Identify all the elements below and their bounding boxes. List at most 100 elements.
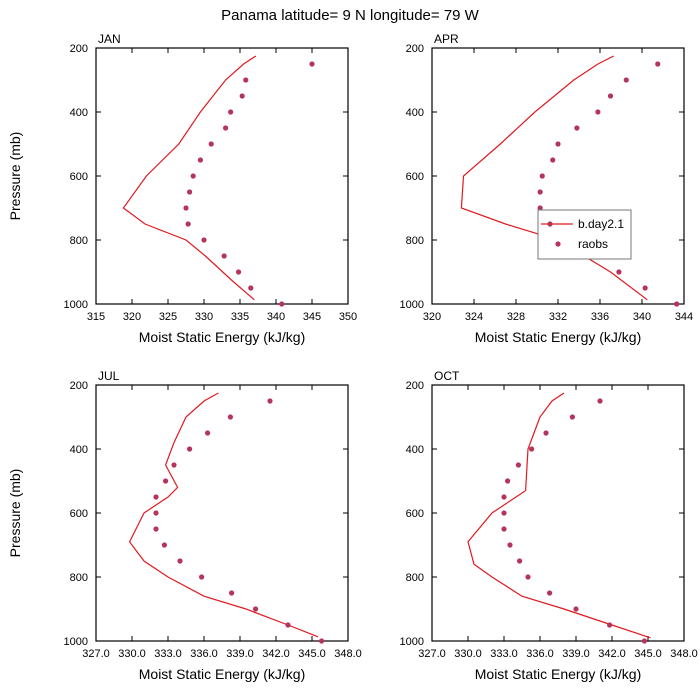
y-tick-label-jul: 600 bbox=[70, 508, 88, 520]
x-tick-label-jan: 320 bbox=[123, 311, 141, 323]
obs-point-jul bbox=[267, 398, 273, 404]
legend-box bbox=[537, 209, 632, 260]
obs-point-jan bbox=[221, 253, 227, 259]
legend: b.day2.1 raobs bbox=[537, 209, 632, 260]
obs-point-jul bbox=[153, 526, 159, 532]
obs-point-oct bbox=[529, 446, 535, 452]
obs-point-apr bbox=[574, 125, 580, 131]
y-tick-label-jul: 200 bbox=[70, 380, 88, 392]
obs-point-apr bbox=[595, 109, 601, 115]
obs-point-oct bbox=[525, 574, 531, 580]
x-tick-label-apr: 324 bbox=[465, 311, 483, 323]
x-tick-label-oct: 345.0 bbox=[634, 648, 662, 660]
panel-jan: JAN 315 320 325 330 335 340 345 350 200 400 600 800 1… bbox=[7, 32, 357, 345]
obs-point-apr bbox=[674, 301, 680, 307]
x-tick-label-oct: 330.0 bbox=[454, 648, 482, 660]
obs-point-jan bbox=[223, 125, 229, 131]
x-tick-label-jul: 333.0 bbox=[154, 648, 182, 660]
y-tick-label-apr: 200 bbox=[406, 43, 424, 55]
x-axis-label-jan: Moist Static Energy (kJ/kg) bbox=[139, 329, 306, 345]
obs-point-jan bbox=[239, 93, 245, 99]
y-axis-label-jan: Pressure (mb) bbox=[7, 132, 23, 221]
x-tick-label-apr: 332 bbox=[549, 311, 567, 323]
obs-point-jan bbox=[309, 61, 315, 67]
x-tick-label-jul: 327.0 bbox=[82, 648, 110, 660]
legend-obs-marker bbox=[555, 241, 561, 247]
x-tick-label-jul: 330.0 bbox=[118, 648, 146, 660]
y-tick-label-oct: 1000 bbox=[400, 636, 424, 648]
x-tick-label-apr: 340 bbox=[633, 311, 651, 323]
x-tick-label-oct: 348.0 bbox=[670, 648, 698, 660]
obs-point-jan bbox=[228, 109, 234, 115]
y-tick-label-jul: 800 bbox=[70, 572, 88, 584]
obs-point-jul bbox=[205, 430, 211, 436]
obs-point-apr bbox=[555, 141, 561, 147]
obs-point-oct bbox=[507, 542, 513, 548]
x-tick-label-oct: 342.0 bbox=[598, 648, 626, 660]
obs-point-jul bbox=[187, 446, 193, 452]
obs-point-jul bbox=[227, 414, 233, 420]
panel-title-apr: APR bbox=[434, 32, 459, 46]
obs-point-oct bbox=[517, 558, 523, 564]
y-tick-label-apr: 1000 bbox=[400, 299, 424, 311]
model-line-oct bbox=[467, 392, 651, 639]
panel-jul: JUL 327.0 330.0 333.0 336.0 339.0 342.0 345.0 34… bbox=[7, 369, 362, 682]
x-tick-label-jan: 325 bbox=[159, 311, 177, 323]
figure-title: Panama latitude= 9 N longitude= 79 W bbox=[221, 7, 480, 24]
obs-point-apr bbox=[537, 189, 543, 195]
x-tick-label-jan: 315 bbox=[87, 311, 105, 323]
model-line-apr bbox=[460, 55, 648, 301]
x-tick-label-apr: 344 bbox=[675, 311, 693, 323]
plot-frame-jan bbox=[95, 47, 349, 305]
x-tick-label-jul: 345.0 bbox=[298, 648, 326, 660]
model-line-jul bbox=[128, 392, 319, 638]
obs-point-oct bbox=[573, 606, 579, 612]
obs-point-jul bbox=[153, 510, 159, 516]
obs-point-oct bbox=[515, 462, 522, 468]
y-tick-label-apr: 400 bbox=[406, 107, 424, 119]
x-tick-label-apr: 328 bbox=[507, 311, 525, 323]
panel-oct: OCT 327.0 330.0 333.0 336.0 339.0 342.0 345.0 34… bbox=[400, 369, 698, 682]
obs-point-jan bbox=[197, 157, 203, 163]
obs-point-jul bbox=[171, 462, 177, 468]
obs-point-jan bbox=[187, 189, 193, 195]
y-tick-label-oct: 800 bbox=[406, 572, 424, 584]
x-tick-label-oct: 333.0 bbox=[490, 648, 518, 660]
obs-point-apr bbox=[537, 205, 543, 211]
obs-point-jul bbox=[285, 622, 291, 628]
obs-point-jan bbox=[190, 173, 196, 179]
obs-point-jul bbox=[177, 558, 183, 564]
x-tick-label-jan: 335 bbox=[231, 311, 249, 323]
x-tick-label-jan: 340 bbox=[267, 311, 285, 323]
panel-title-oct: OCT bbox=[434, 369, 460, 383]
x-tick-label-apr: 320 bbox=[423, 311, 441, 323]
y-tick-label-oct: 200 bbox=[406, 380, 424, 392]
y-tick-label-jan: 800 bbox=[70, 235, 88, 247]
x-tick-label-jul: 348.0 bbox=[334, 648, 362, 660]
x-tick-label-oct: 327.0 bbox=[418, 648, 446, 660]
obs-point-jan bbox=[248, 285, 254, 291]
model-line-jan bbox=[122, 55, 257, 301]
x-tick-label-apr: 336 bbox=[591, 311, 609, 323]
plot-frame-jul bbox=[95, 384, 349, 642]
obs-point-oct bbox=[505, 478, 511, 484]
obs-point-jan bbox=[201, 237, 207, 243]
obs-point-jul bbox=[161, 542, 167, 548]
obs-point-oct bbox=[547, 590, 553, 596]
plot-frame-oct bbox=[431, 384, 685, 642]
obs-point-oct bbox=[569, 414, 576, 420]
obs-point-apr bbox=[623, 77, 629, 83]
legend-model-marker bbox=[547, 221, 553, 227]
obs-point-apr bbox=[607, 93, 614, 99]
obs-point-jul bbox=[199, 574, 205, 580]
panel-title-jul: JUL bbox=[98, 369, 120, 383]
obs-point-oct bbox=[501, 494, 507, 500]
y-tick-label-apr: 600 bbox=[406, 171, 424, 183]
panel-apr: APR 320 324 328 332 336 340 344 200 400 600 800 1000… bbox=[400, 32, 694, 345]
x-axis-label-apr: Moist Static Energy (kJ/kg) bbox=[475, 329, 642, 345]
obs-point-jan bbox=[208, 141, 214, 147]
legend-label-model: b.day2.1 bbox=[578, 217, 624, 231]
x-axis-label-oct: Moist Static Energy (kJ/kg) bbox=[475, 666, 642, 682]
y-axis-label-jul: Pressure (mb) bbox=[7, 469, 23, 558]
